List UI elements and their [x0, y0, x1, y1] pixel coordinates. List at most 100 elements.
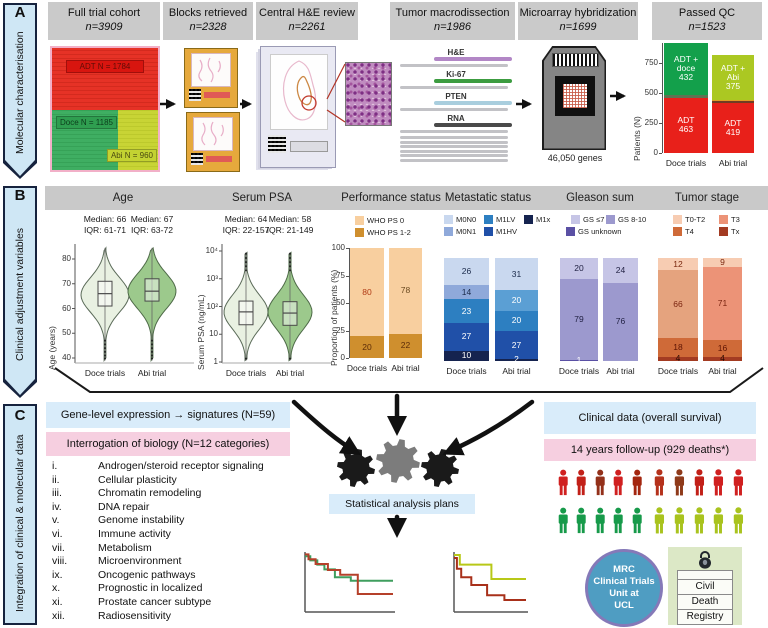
registry-row: Registry — [677, 609, 733, 625]
bar-segment — [712, 99, 754, 101]
bar-segment: 18 — [658, 338, 698, 357]
y-tick-mark — [346, 275, 349, 277]
bar-segment: ADT 419 — [712, 102, 754, 153]
chart-performance-status: Proportion of patients (%) 0 25 50 75 100 WHO … — [329, 210, 440, 395]
panel-a-letter: A — [14, 4, 26, 21]
bar-segment — [712, 100, 754, 103]
chart-age-violin: Age (years) 40 50 60 70 80 Doce trials Median: … — [45, 210, 196, 395]
bar-Doce trials: 12 66 18 4 — [658, 258, 698, 363]
legend-label: T4 — [685, 227, 694, 236]
bar-segment: 24 — [603, 258, 638, 283]
panel-b-banner: B Clinical adjustment variables — [3, 186, 37, 398]
category-label: Abi trial — [137, 368, 167, 378]
list-item: viii. Microenvironment — [46, 555, 298, 569]
legend-item: M1LV — [484, 215, 515, 224]
bar-Doce trials: 26 14 23 27 10 — [444, 258, 489, 361]
y-tick-mark — [659, 123, 662, 125]
panel-c-letter: C — [14, 407, 26, 424]
step-title: Central H&E review — [259, 7, 355, 20]
y-tick-label: 80 — [62, 254, 71, 263]
y-tick-label: 1 — [213, 357, 218, 366]
bar-segment: 2 — [495, 355, 538, 364]
panel-a-banner: A Molecular characterisation — [3, 3, 37, 179]
mrc-text-line: Clinical Trials — [593, 576, 655, 588]
bar-segment: 27 — [444, 322, 489, 351]
step-title: Full trial cohort — [67, 7, 141, 20]
bar-Abi trial: 31 20 20 27 2 — [495, 258, 538, 364]
legend-swatch — [606, 215, 615, 224]
bar-segment: 20 — [495, 310, 538, 332]
person-icon — [595, 469, 605, 496]
km-curve-group-a — [454, 554, 526, 580]
list-item-label: Metabolism — [98, 541, 152, 554]
registry-row: Death — [677, 594, 733, 610]
slide-line — [400, 64, 508, 67]
legend-label: M1HV — [496, 227, 518, 236]
step-title: Passed QC — [678, 7, 736, 20]
chart-psa-violin: Serum PSA (ng/mL) 1 10 10² 10³ 10⁴ Doce trials… — [196, 210, 333, 395]
y-tick-label: 750 — [644, 58, 658, 68]
violin-stats: Median: 67 IQR: 63-72 — [130, 214, 174, 235]
category-label: Abi trial — [708, 366, 737, 376]
section-line-Ki-67 — [434, 79, 512, 83]
list-item: i. Androgen/steroid receptor signaling — [46, 460, 298, 474]
registry-table: Civil Death Registry — [677, 570, 733, 625]
legend-label: M1LV — [496, 215, 516, 224]
panel-a-label: Molecular characterisation — [14, 31, 26, 155]
people-group-deceased-right — [652, 466, 746, 500]
step-central-he-review: Central H&E review n=2261 — [256, 2, 358, 40]
step-n: n=1986 — [433, 21, 471, 33]
panel-b-title-bar: Age Serum PSA Performance status Metastatic… — [45, 186, 768, 210]
block-label-strip — [204, 92, 230, 98]
tissue-squiggle — [198, 57, 221, 83]
panel-b-title-2: Performance status — [341, 192, 441, 204]
y-tick-label: 50 — [336, 298, 345, 307]
list-item-numeral: iv. — [52, 500, 62, 513]
trial-cohort-treemap: ADT N = 1784 Doce N = 1185 Abi N = 960 — [50, 46, 160, 172]
chip-body — [543, 47, 605, 149]
slide-line — [400, 136, 508, 139]
people-group-deceased-left — [556, 466, 644, 500]
y-tick-label: 100 — [331, 243, 345, 252]
chart-passed-qc: Patients (N) 0 250 500 750 ADT + doce 432 ADT … — [632, 38, 768, 174]
person-icon — [714, 469, 724, 496]
panel-c-banner: C Integration of clinical & molecular da… — [3, 404, 37, 625]
list-item-numeral: i. — [52, 460, 58, 472]
slide-window — [270, 54, 328, 130]
bar-segment: 1 — [560, 355, 598, 365]
legend-swatch — [524, 215, 533, 224]
list-item-numeral: ix. — [52, 568, 63, 581]
bar-segment: 10 — [444, 350, 489, 361]
list-item: iii. Chromatin remodeling — [46, 487, 298, 501]
bar-segment: 14 — [444, 284, 489, 300]
bar-segment: 22 — [389, 333, 422, 358]
y-tick-label: 10³ — [206, 273, 218, 283]
gear-icon — [337, 449, 375, 487]
list-item-label: Androgen/steroid receptor signaling — [98, 460, 264, 472]
ffpe-block-1 — [184, 48, 238, 108]
bar-segment: 4 — [703, 354, 742, 363]
slide-line — [400, 149, 508, 153]
panel-b-title-3: Metastatic status — [444, 192, 532, 204]
mrc-text-line: UCL — [614, 599, 634, 611]
block-label-strip — [206, 156, 232, 162]
tissue-squiggle — [201, 121, 224, 146]
bar-segment: ADT + Abi 375 — [712, 54, 754, 100]
mrc-text-line: MRC — [613, 564, 635, 576]
step-n: n=2261 — [288, 21, 326, 33]
treemap-abi-label: Abi N = 960 — [106, 149, 157, 162]
bar-segment: 9 — [703, 258, 742, 268]
slide-tissue-outline — [282, 60, 317, 121]
bar-Abi trial: 78 22 — [389, 248, 422, 358]
person-icon — [595, 507, 605, 534]
list-item-label: Genome instability — [98, 514, 185, 527]
clinical-data-box: Clinical data (overall survival) — [544, 402, 756, 434]
list-item-label: Cellular plasticity — [98, 473, 177, 486]
list-item: xii. Radiosensitivity — [46, 610, 298, 624]
legend-item: M0N0 — [444, 215, 476, 224]
list-item-label: Microenvironment — [98, 555, 182, 568]
bar-segment: 20 — [350, 336, 384, 358]
slide-line — [400, 108, 508, 111]
person-icon — [632, 507, 642, 534]
y-tick-label: 25 — [336, 325, 345, 335]
